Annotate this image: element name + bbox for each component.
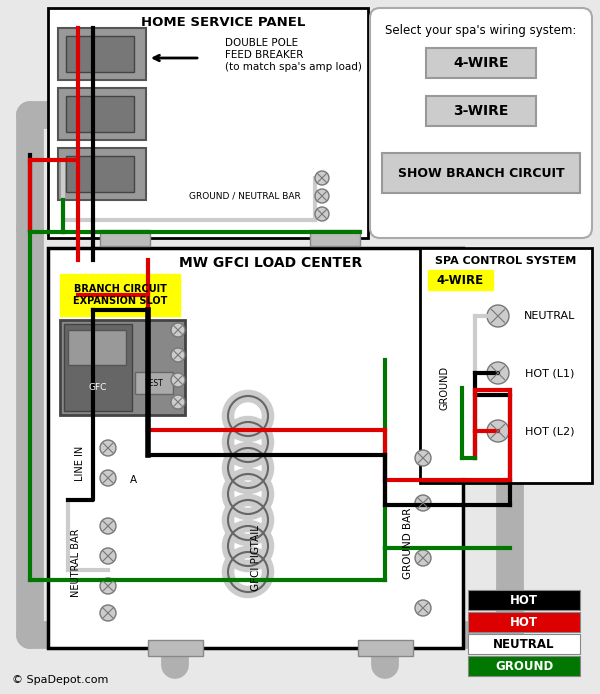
- Bar: [58, 28, 146, 80]
- Bar: [60, 320, 185, 415]
- Text: GFCI PIGTAIL: GFCI PIGTAIL: [251, 525, 261, 591]
- Text: HOT (L2): HOT (L2): [525, 426, 575, 436]
- Circle shape: [100, 518, 116, 534]
- Text: HOT: HOT: [510, 616, 538, 629]
- Circle shape: [487, 362, 509, 384]
- Bar: [468, 656, 580, 676]
- Bar: [468, 634, 580, 654]
- Bar: [426, 48, 536, 78]
- Bar: [100, 230, 150, 246]
- Circle shape: [100, 470, 116, 486]
- Bar: [48, 248, 463, 648]
- Text: LINE IN: LINE IN: [75, 446, 85, 481]
- Text: Select your spa's wiring system:: Select your spa's wiring system:: [385, 24, 577, 37]
- Circle shape: [100, 578, 116, 594]
- Text: 3-WIRE: 3-WIRE: [454, 104, 509, 118]
- Circle shape: [171, 373, 185, 387]
- Text: 4-WIRE: 4-WIRE: [436, 273, 484, 287]
- Bar: [66, 156, 134, 192]
- Circle shape: [100, 548, 116, 564]
- Circle shape: [171, 395, 185, 409]
- Text: NEUTRAL: NEUTRAL: [524, 311, 575, 321]
- Bar: [420, 248, 592, 483]
- Circle shape: [487, 305, 509, 327]
- Circle shape: [415, 495, 431, 511]
- Bar: [48, 8, 368, 238]
- Circle shape: [487, 420, 509, 442]
- Text: DOUBLE POLE
FEED BREAKER
(to match spa's amp load): DOUBLE POLE FEED BREAKER (to match spa's…: [225, 38, 362, 71]
- Text: HOT: HOT: [510, 593, 538, 607]
- Bar: [66, 96, 134, 132]
- Text: SPA CONTROL SYSTEM: SPA CONTROL SYSTEM: [436, 256, 577, 266]
- Circle shape: [315, 189, 329, 203]
- Text: GFC: GFC: [89, 382, 107, 391]
- Text: MW GFCI LOAD CENTER: MW GFCI LOAD CENTER: [179, 256, 362, 270]
- Circle shape: [415, 550, 431, 566]
- Text: BRANCH CIRCUIT
EXPANSION SLOT: BRANCH CIRCUIT EXPANSION SLOT: [73, 285, 167, 306]
- Circle shape: [415, 600, 431, 616]
- Circle shape: [171, 323, 185, 337]
- Bar: [468, 612, 580, 632]
- Text: A: A: [130, 475, 137, 485]
- Text: NEUTRAL BAR: NEUTRAL BAR: [71, 529, 81, 598]
- Text: GROUND / NEUTRAL BAR: GROUND / NEUTRAL BAR: [189, 192, 301, 201]
- Circle shape: [100, 605, 116, 621]
- Bar: [310, 230, 360, 246]
- Bar: [148, 640, 203, 656]
- Bar: [428, 270, 493, 290]
- Text: GROUND: GROUND: [495, 659, 553, 672]
- Text: GROUND: GROUND: [440, 366, 450, 410]
- Text: © SpaDepot.com: © SpaDepot.com: [12, 675, 109, 685]
- Circle shape: [315, 171, 329, 185]
- Bar: [66, 36, 134, 72]
- Bar: [60, 274, 180, 316]
- Text: TEST: TEST: [145, 378, 163, 387]
- Text: HOME SERVICE PANEL: HOME SERVICE PANEL: [141, 15, 305, 28]
- FancyBboxPatch shape: [370, 8, 592, 238]
- Circle shape: [315, 207, 329, 221]
- Bar: [426, 96, 536, 126]
- Circle shape: [171, 348, 185, 362]
- Bar: [64, 324, 132, 411]
- Text: 4-WIRE: 4-WIRE: [453, 56, 509, 70]
- Bar: [358, 640, 413, 656]
- Bar: [135, 372, 173, 394]
- Bar: [382, 153, 580, 193]
- Text: NEUTRAL: NEUTRAL: [493, 638, 555, 650]
- Bar: [468, 590, 580, 610]
- Circle shape: [415, 450, 431, 466]
- Text: HOT (L1): HOT (L1): [526, 368, 575, 378]
- Text: GROUND BAR: GROUND BAR: [403, 507, 413, 579]
- Bar: [58, 88, 146, 140]
- Bar: [58, 148, 146, 200]
- Circle shape: [100, 440, 116, 456]
- Text: SHOW BRANCH CIRCUIT: SHOW BRANCH CIRCUIT: [398, 167, 565, 180]
- Bar: [68, 330, 126, 365]
